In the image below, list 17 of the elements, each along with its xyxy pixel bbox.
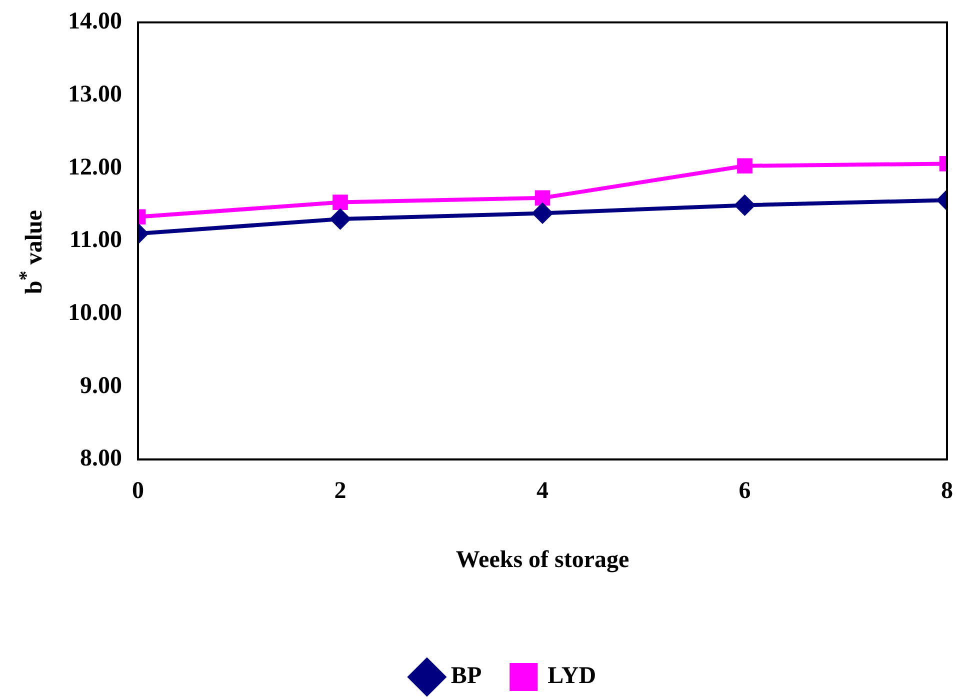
x-tick-label: 2	[334, 478, 346, 504]
legend-label: BP	[450, 663, 482, 690]
y-tick-label: 9.00	[80, 372, 122, 399]
y-tick-label: 10.00	[68, 300, 122, 326]
y-tick-label: 8.00	[80, 446, 122, 472]
x-tick-label: 4	[536, 478, 548, 504]
x-axis-title: Weeks of storage	[456, 546, 630, 573]
point	[534, 190, 550, 206]
x-tick-label: 0	[132, 478, 144, 504]
point	[532, 203, 552, 224]
y-tick-label: 13.00	[68, 81, 122, 108]
y-tick-label: 14.00	[68, 8, 122, 35]
y-tick-label: 11.00	[69, 227, 122, 254]
x-tick-label: 8	[941, 478, 953, 504]
legend-label: LYD	[548, 663, 596, 690]
y-tick-label: 12.00	[68, 154, 122, 180]
x-tick-label: 6	[738, 478, 751, 504]
